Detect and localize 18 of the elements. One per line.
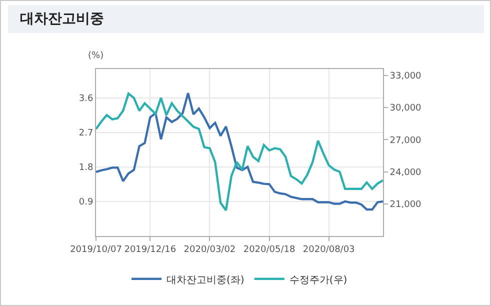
y2-tick-label: 30,000 (390, 104, 422, 114)
y2-tick-label: 27,000 (390, 136, 422, 146)
x-tick-label: 2020/08/03 (302, 244, 355, 255)
x-tick-label: 2019/10/07 (70, 244, 122, 255)
x-tick-label: 2019/12/16 (124, 244, 176, 255)
y-axis-title: (%) (88, 51, 104, 61)
y2-tick-label: 21,000 (390, 200, 422, 210)
y-tick-label: 2.7 (78, 128, 94, 138)
y-tick-label: 3.6 (78, 94, 94, 104)
x-tick-label: 2020/03/02 (184, 244, 236, 255)
y-tick-label: 0.9 (78, 198, 94, 208)
chart-title: 대차잔고비중 (8, 5, 484, 33)
y2-tick-label: 33,000 (390, 72, 422, 82)
legend-label: 대차잔고비중(좌) (166, 274, 244, 286)
legend-label: 수정주가(우) (289, 274, 348, 286)
y2-tick-label: 24,000 (390, 168, 422, 178)
x-tick-label: 2020/05/18 (243, 244, 296, 255)
y-tick-label: 1.8 (78, 163, 94, 174)
